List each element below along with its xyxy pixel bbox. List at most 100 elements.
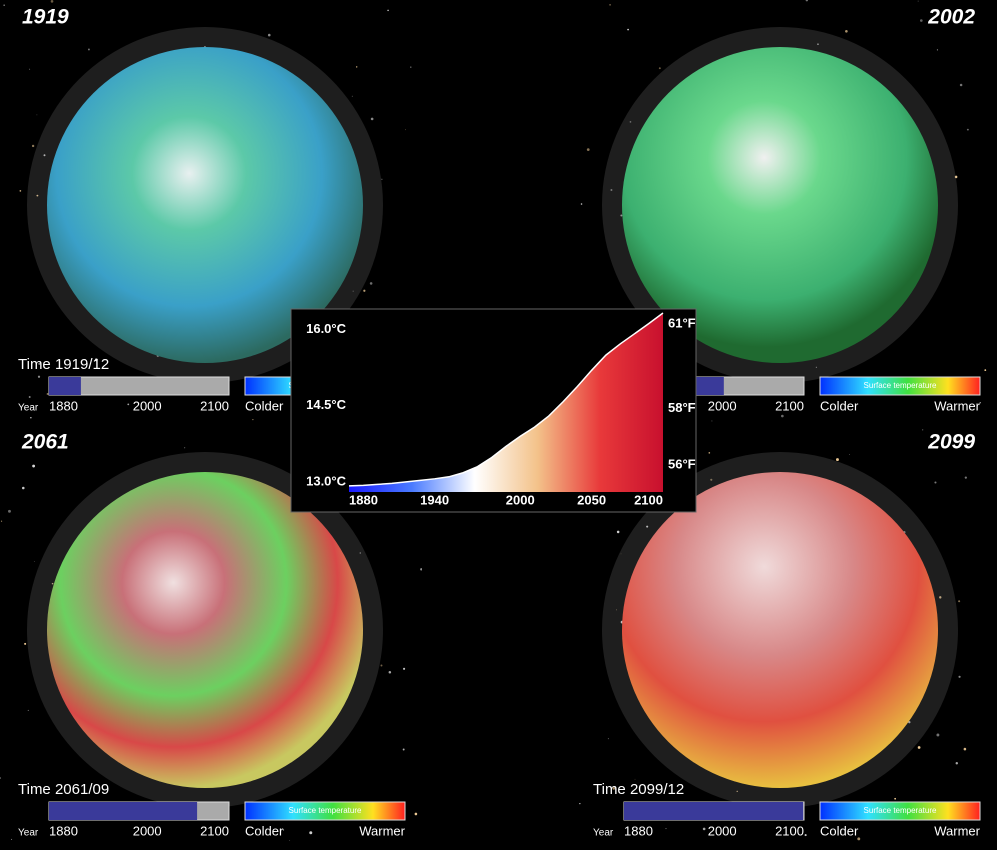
star	[46, 393, 49, 395]
star	[36, 194, 39, 197]
star	[38, 362, 41, 365]
star	[410, 66, 412, 68]
x-tick-label: 1880	[349, 492, 378, 507]
star	[620, 214, 623, 217]
star	[616, 530, 620, 534]
star	[43, 154, 46, 157]
year-bar-label: Year	[593, 828, 614, 839]
year-bar-tick: 2100	[775, 398, 804, 413]
star	[665, 828, 667, 830]
star	[381, 178, 383, 180]
year-title: 2002	[927, 6, 975, 29]
star	[289, 840, 291, 841]
star	[849, 454, 850, 455]
star	[610, 189, 613, 192]
star	[37, 375, 41, 378]
year-bar-label: Year	[18, 828, 39, 839]
star	[0, 777, 1, 779]
y-tick-label: 16.0°C	[306, 321, 347, 336]
star	[36, 114, 38, 116]
star	[917, 746, 921, 749]
year-title: 2099	[927, 431, 975, 454]
star	[267, 33, 271, 37]
star	[28, 396, 31, 398]
line	[348, 312, 664, 487]
star	[634, 778, 636, 780]
star	[939, 596, 942, 599]
star	[817, 43, 819, 45]
star	[283, 829, 285, 831]
star	[917, 0, 919, 2]
colorbar	[244, 801, 406, 821]
panel: 2002Time 2002/12Year188020002100Surface …	[593, 6, 981, 414]
star	[32, 464, 36, 468]
star	[922, 429, 924, 431]
colorbar-high: Warmer	[934, 398, 980, 413]
star	[894, 797, 896, 800]
star	[402, 748, 405, 751]
star	[355, 66, 358, 68]
star	[27, 709, 29, 711]
star	[629, 121, 632, 123]
star	[959, 83, 963, 87]
star	[979, 402, 981, 404]
star	[387, 9, 389, 12]
year-bar-tick: 2000	[708, 823, 737, 838]
star	[252, 419, 254, 421]
star	[351, 95, 353, 97]
y-tick-label: 13.0°C	[306, 473, 347, 488]
y2-tick-label: 61°F	[668, 316, 696, 331]
colorbar-high: Warmer	[359, 823, 405, 838]
star	[586, 148, 590, 151]
star	[646, 525, 649, 528]
star	[184, 447, 186, 449]
star	[11, 838, 13, 840]
star	[1, 520, 3, 522]
star	[405, 129, 406, 131]
star	[380, 664, 383, 667]
year-bar-tick: 2000	[708, 398, 737, 413]
panel: 2061 Time 2061/09 Year 1880 2000 2100 Surface …	[18, 431, 406, 839]
year-bar-tick: 2000	[133, 398, 162, 413]
colorbar-title: Surface temperature	[289, 806, 362, 815]
star	[363, 289, 366, 292]
star	[836, 458, 839, 462]
time-label: Time 2099/12	[593, 781, 684, 798]
star	[579, 802, 581, 805]
star	[29, 68, 31, 70]
globe	[622, 47, 938, 363]
star	[710, 478, 713, 481]
time-label: Time 1919/12	[18, 356, 109, 373]
star	[711, 420, 713, 422]
star	[702, 827, 706, 831]
colorbar-high: Warmer	[934, 823, 980, 838]
x-tick-label: 1940	[420, 492, 449, 507]
x-tick-label: 2050	[577, 492, 606, 507]
star	[369, 282, 373, 285]
year-bar-tick: 2100	[775, 823, 804, 838]
y2-tick-label: 58°F	[668, 400, 696, 415]
y2-tick-label: 56°F	[668, 456, 696, 471]
star	[936, 733, 940, 737]
panel: 2099 Time 2099/12 Year 1880 2000 2100 Surface …	[593, 431, 981, 839]
star	[31, 144, 35, 148]
star	[736, 790, 738, 792]
star	[388, 670, 392, 674]
star	[857, 837, 861, 841]
globe	[47, 47, 363, 363]
colorbar-low: Colder	[245, 398, 284, 413]
colorbar-low: Colder	[820, 398, 859, 413]
year-progress	[49, 802, 198, 820]
star	[966, 128, 969, 131]
star	[50, 0, 54, 3]
colorbar	[819, 801, 981, 821]
star	[620, 553, 622, 555]
star	[33, 561, 35, 562]
star	[359, 552, 361, 554]
star	[607, 738, 609, 740]
star	[24, 642, 27, 645]
colorbar-low: Colder	[245, 823, 284, 838]
star	[963, 747, 967, 751]
